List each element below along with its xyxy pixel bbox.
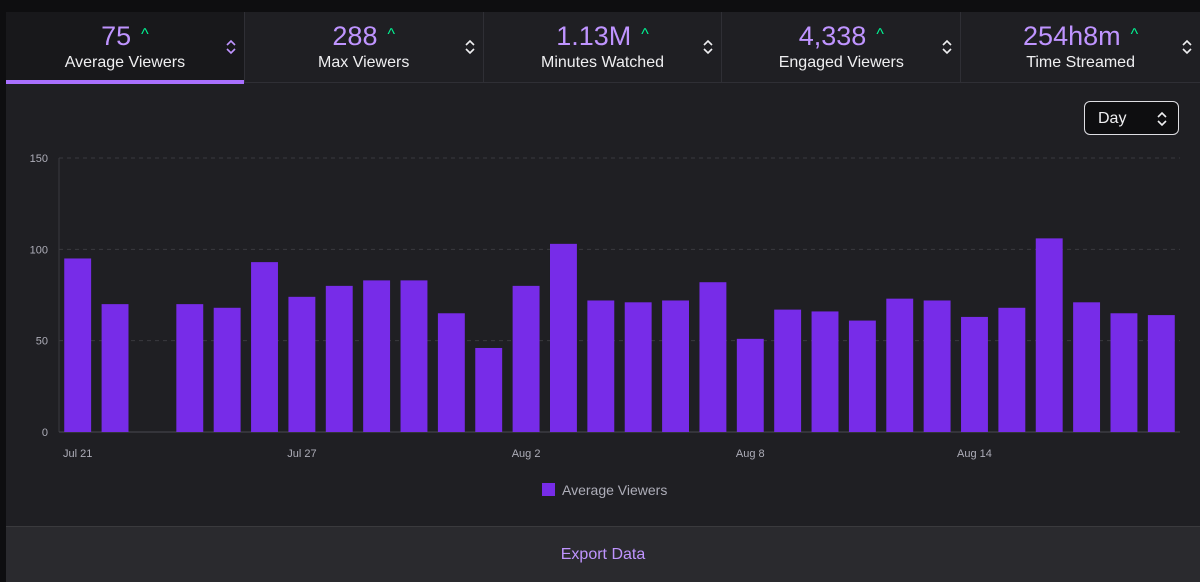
bar	[662, 300, 690, 432]
bar	[288, 296, 316, 432]
sort-icon	[942, 39, 952, 55]
tab-value-row: 254h8m ^	[961, 20, 1200, 51]
bar	[848, 320, 876, 432]
x-tick-label: Aug 2	[512, 448, 541, 460]
tab-value: 75	[101, 21, 132, 51]
tab-label: Max Viewers	[318, 54, 410, 71]
tab-value: 254h8m	[1023, 21, 1121, 51]
bar	[886, 298, 914, 432]
tab-engaged-viewers[interactable]: 4,338 ^ Engaged Viewers	[722, 12, 962, 82]
legend-label: Average Viewers	[562, 482, 668, 498]
bar	[998, 307, 1026, 432]
bar	[101, 304, 129, 432]
tab-value-row: 288 ^	[245, 20, 483, 51]
tab-label: Minutes Watched	[540, 54, 664, 71]
trend-up-icon: ^	[1130, 26, 1139, 43]
bar	[736, 338, 764, 432]
bar	[213, 307, 241, 432]
bar	[923, 300, 951, 432]
x-tick-label: Jul 27	[287, 448, 316, 460]
tab-value-row: 4,338 ^	[722, 20, 960, 51]
metric-tabs: 75 ^ Average Viewers 288 ^ Max Viewers 1.1…	[6, 12, 1200, 84]
trend-up-icon: ^	[141, 26, 149, 43]
tab-value: 288	[332, 21, 378, 51]
export-data-button[interactable]: Export Data	[6, 526, 1200, 582]
granularity-select[interactable]: Day	[1084, 101, 1179, 135]
tab-value: 4,338	[798, 21, 867, 51]
y-tick-label: 0	[42, 427, 48, 439]
sort-icon	[226, 39, 236, 55]
trend-up-icon: ^	[641, 26, 649, 43]
bar	[1073, 302, 1101, 432]
x-tick-label: Aug 14	[957, 448, 992, 460]
bar	[437, 313, 465, 432]
bar	[699, 282, 727, 432]
tab-value-row: 75 ^	[6, 20, 244, 51]
bar	[624, 302, 652, 432]
y-tick-label: 150	[30, 153, 48, 165]
granularity-value: Day	[1098, 110, 1127, 127]
tab-value: 1.13M	[556, 21, 632, 51]
sort-icon	[465, 39, 475, 55]
bar	[363, 280, 391, 432]
x-tick-label: Jul 21	[63, 448, 92, 460]
y-tick-label: 50	[36, 336, 48, 348]
bar	[1035, 238, 1063, 432]
trend-up-icon: ^	[387, 26, 395, 43]
bar	[64, 258, 92, 432]
sort-icon	[703, 39, 713, 55]
bar	[1110, 313, 1138, 432]
bar	[325, 285, 353, 432]
tab-label: Engaged Viewers	[778, 54, 904, 71]
bar	[1147, 315, 1175, 432]
bar	[512, 285, 540, 432]
y-tick-label: 100	[30, 244, 48, 256]
bar-chart: 0 50 100 150 Jul 21 Jul 27 Aug 2 Aug 8 Aug 14	[30, 153, 1180, 460]
stats-panel: 75 ^ Average Viewers 288 ^ Max Viewers 1.1…	[6, 12, 1200, 582]
sort-icon	[1157, 111, 1167, 127]
tab-label: Time Streamed	[1026, 54, 1135, 71]
bar	[400, 280, 428, 432]
tab-average-viewers[interactable]: 75 ^ Average Viewers	[6, 12, 245, 84]
bar	[811, 311, 839, 432]
bar	[475, 347, 503, 432]
bar	[961, 316, 988, 432]
bar	[176, 304, 204, 432]
tab-value-row: 1.13M ^	[484, 20, 722, 51]
x-tick-label: Aug 8	[736, 448, 765, 460]
tab-max-viewers[interactable]: 288 ^ Max Viewers	[245, 12, 484, 82]
bar	[251, 262, 278, 432]
bar	[587, 300, 615, 432]
legend-swatch	[542, 483, 555, 496]
bar	[549, 243, 577, 432]
trend-up-icon: ^	[876, 26, 884, 43]
sort-icon	[1182, 39, 1192, 55]
tab-minutes-watched[interactable]: 1.13M ^ Minutes Watched	[484, 12, 723, 82]
tab-label: Average Viewers	[64, 54, 186, 71]
bar	[774, 309, 802, 432]
tab-time-streamed[interactable]: 254h8m ^ Time Streamed	[961, 12, 1200, 82]
